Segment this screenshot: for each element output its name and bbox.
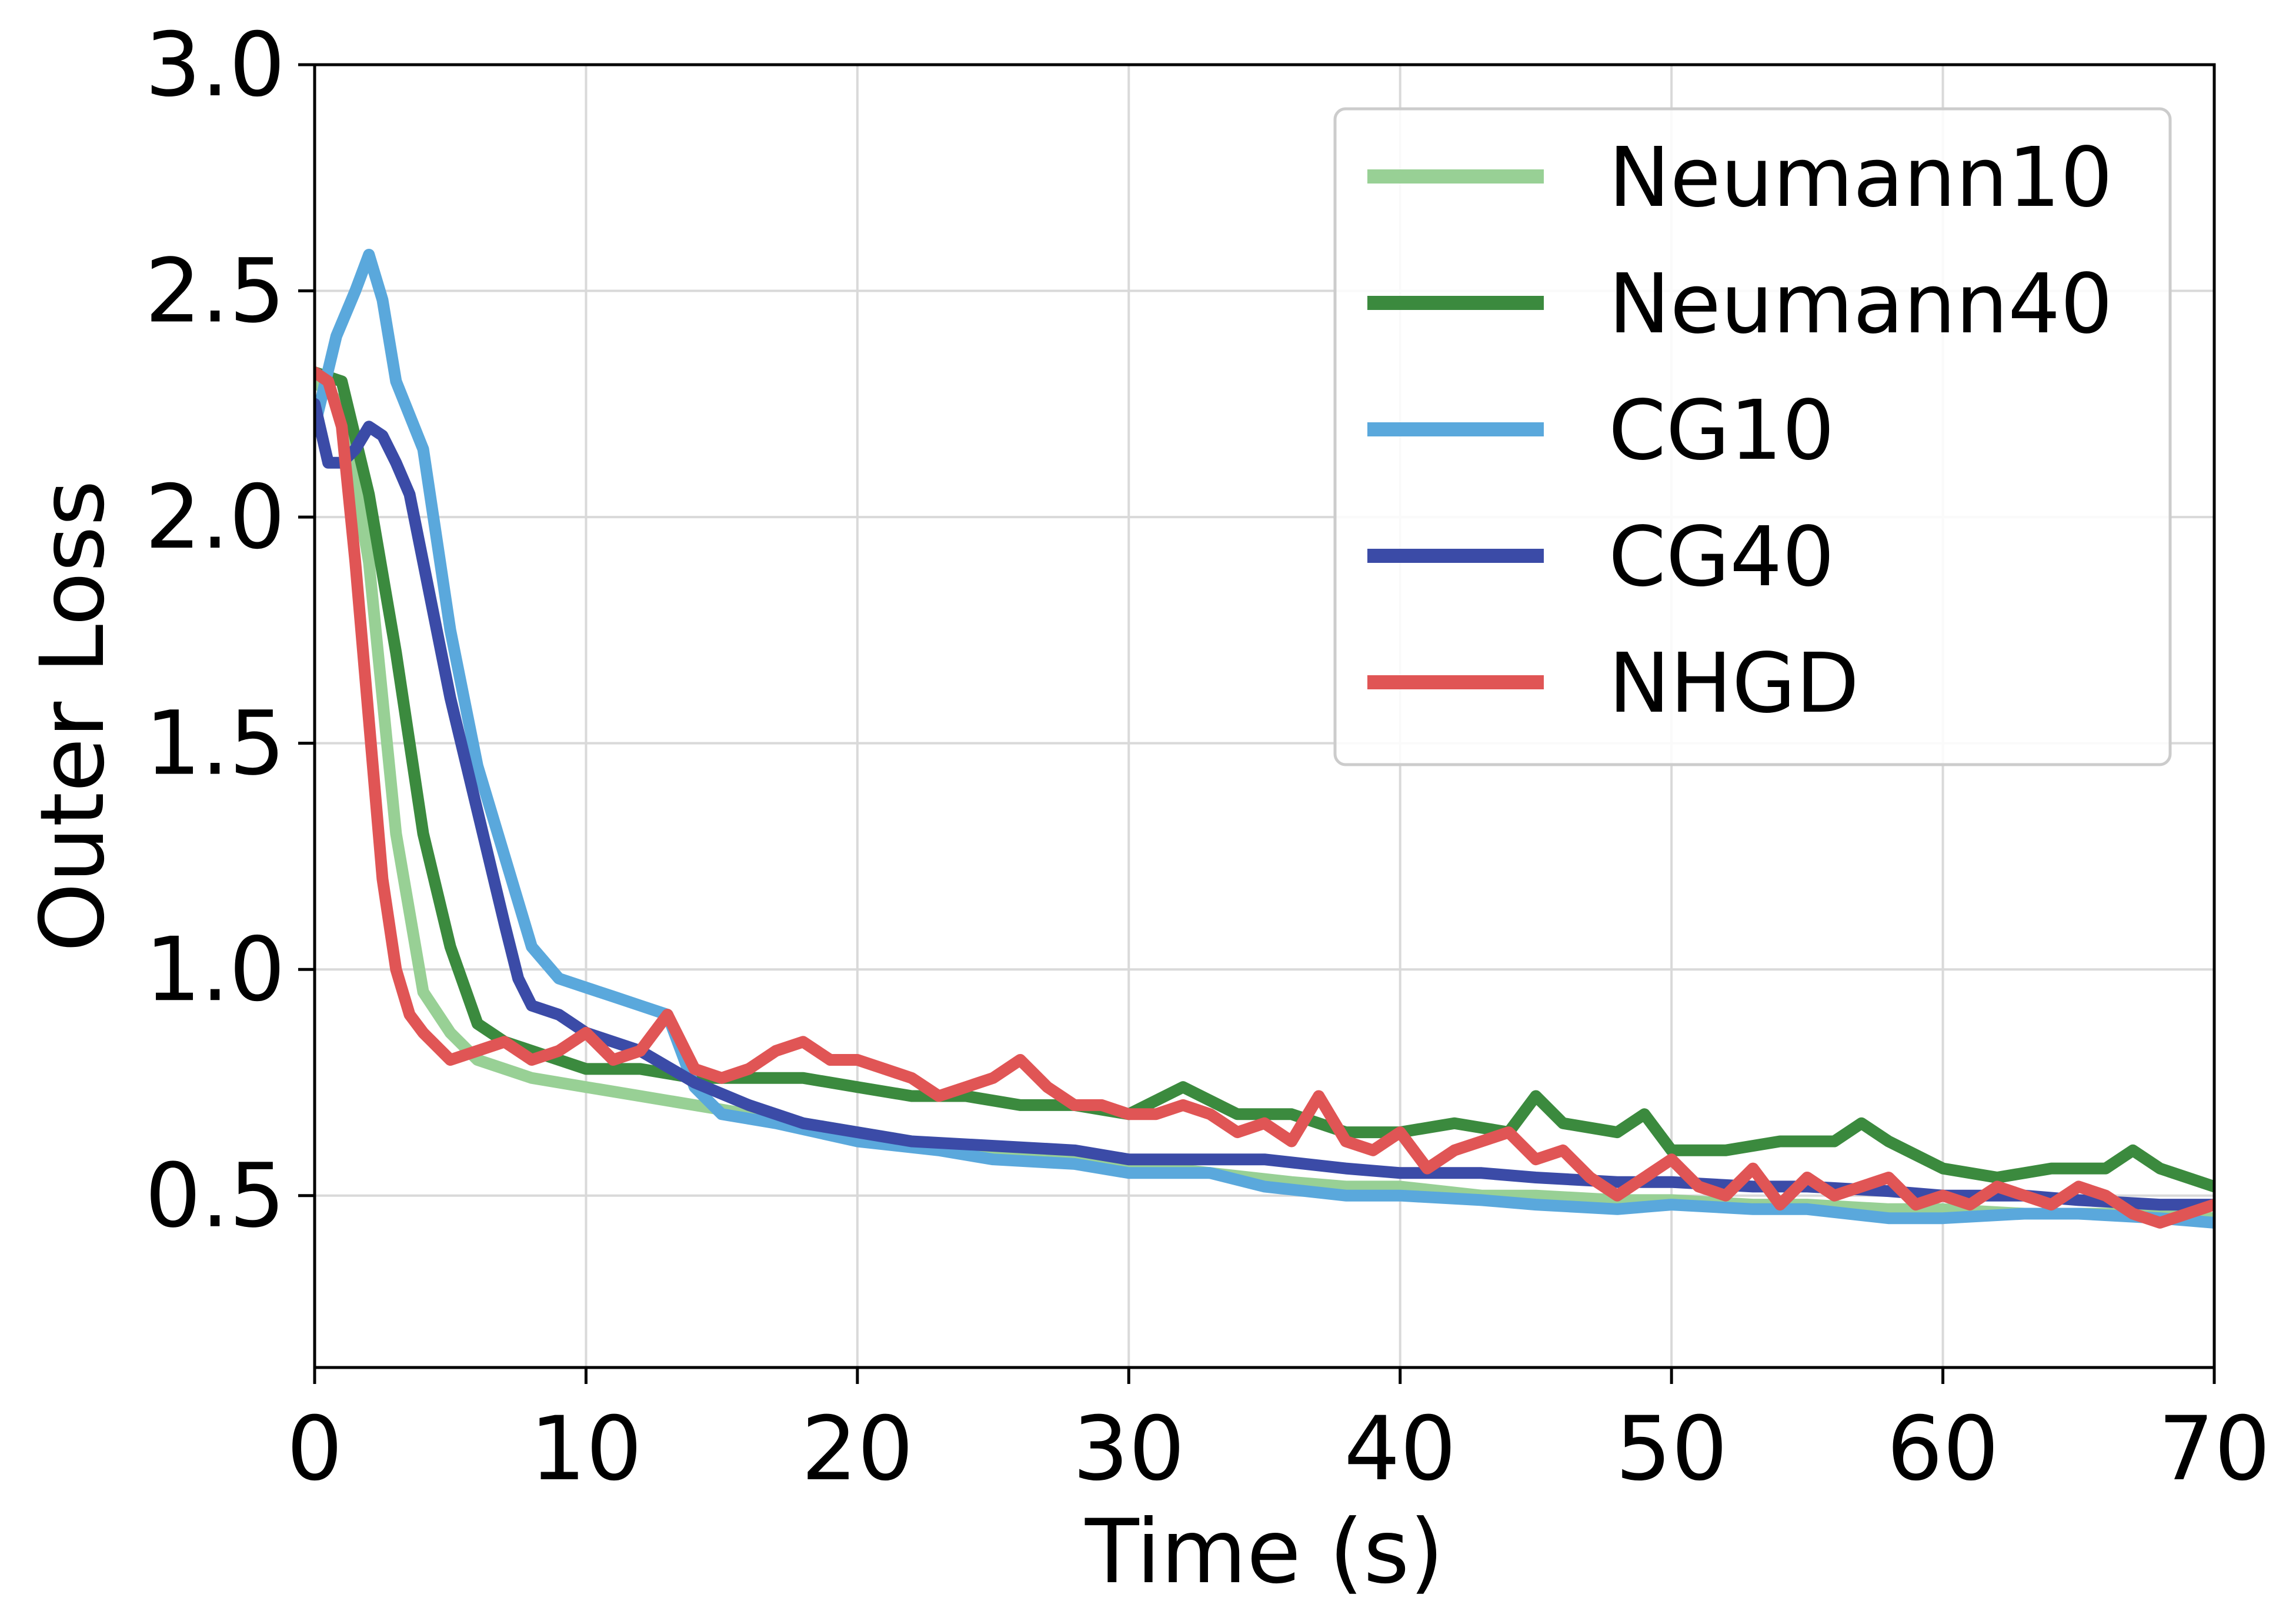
y-tick-label: 1.0 (145, 919, 285, 1021)
x-axis: 0 10 20 30 40 50 60 70 (286, 1367, 2270, 1500)
legend-item: CG10 (1367, 383, 1834, 479)
legend-item: Neumann40 (1367, 256, 2113, 352)
x-axis-label: Time (s) (1084, 1501, 1444, 1603)
legend-label: Neumann10 (1608, 130, 2113, 226)
x-tick-label: 50 (1616, 1398, 1728, 1500)
legend-label: CG10 (1608, 383, 1834, 479)
y-axis: 0.5 1.0 1.5 2.0 2.5 3.0 (145, 14, 315, 1248)
x-tick-label: 40 (1344, 1398, 1456, 1500)
y-tick-label: 1.5 (145, 693, 285, 795)
y-tick-label: 2.0 (145, 466, 285, 569)
legend-item: CG40 (1367, 509, 1834, 605)
x-tick-label: 0 (286, 1398, 342, 1500)
series-layer (315, 249, 2214, 1229)
legend-label: Neumann40 (1608, 256, 2113, 352)
y-tick-label: 3.0 (145, 14, 285, 116)
legend-item: Neumann10 (1367, 130, 2113, 226)
x-tick-label: 60 (1887, 1398, 1999, 1500)
legend-item: NHGD (1367, 636, 1859, 732)
plot-frame (313, 63, 2216, 1369)
series-line-nhgd (315, 366, 2214, 1229)
y-tick-label: 2.5 (145, 241, 285, 343)
x-tick-label: 20 (801, 1398, 913, 1500)
x-tick-label: 30 (1073, 1398, 1185, 1500)
legend: Neumann10 Neumann40 CG10 CG40 NHGD (1333, 107, 2172, 766)
legend-label: NHGD (1608, 636, 1859, 732)
legend-box (1333, 107, 2172, 766)
x-tick-label: 70 (2158, 1398, 2271, 1500)
legend-items: Neumann10 Neumann40 CG10 CG40 NHGD (1367, 130, 2113, 732)
legend-label: CG40 (1608, 509, 1834, 605)
x-tick-label: 10 (530, 1398, 642, 1500)
y-tick-label: 0.5 (145, 1145, 285, 1248)
y-axis-label: Outer Loss (22, 480, 124, 952)
